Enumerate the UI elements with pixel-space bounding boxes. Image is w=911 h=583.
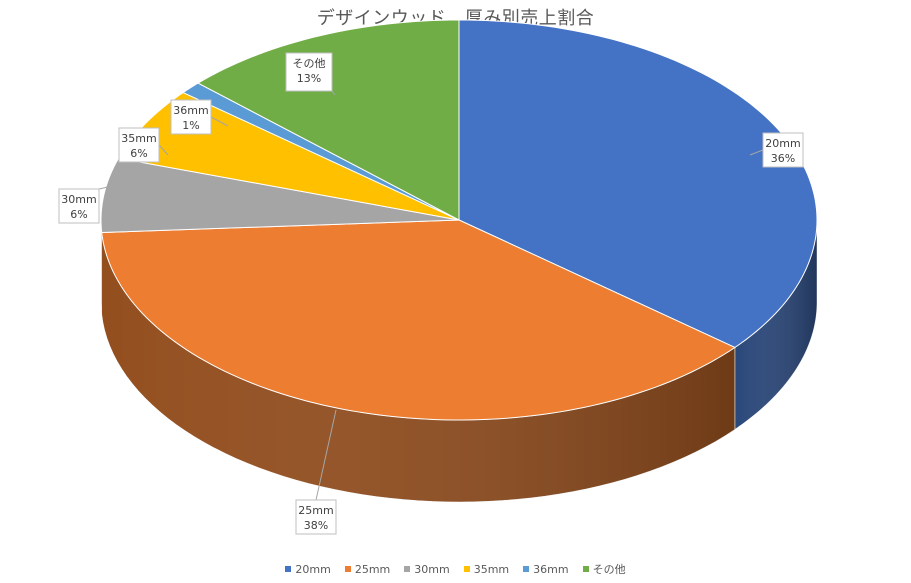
data-label-value-35mm: 6% xyxy=(130,147,147,160)
pie-side-shade-20mm xyxy=(734,220,817,430)
leader-line-36mm xyxy=(210,116,229,127)
data-label-value-その他: 13% xyxy=(297,72,321,85)
leader-line-25mm xyxy=(315,409,337,501)
legend-item-35mm: 35mm xyxy=(463,562,510,576)
pie-side-shade-25mm xyxy=(101,232,735,502)
legend-label-35mm: 35mm xyxy=(473,562,510,576)
leader-line-30mm xyxy=(98,179,141,190)
pie-labels: 20mm 36% 25mm 38% 30mm 6% 35mm 6% 36mm 1% その他 13% xyxy=(58,52,804,535)
legend: 20mm 25mm 30mm 35mm 36mm その他 xyxy=(0,561,911,577)
legend-item-20mm: 20mm xyxy=(285,562,331,576)
leader-line-その他 xyxy=(331,90,336,96)
pie-sides xyxy=(100,219,818,503)
legend-swatch-35mm xyxy=(463,566,470,572)
legend-label-25mm: 25mm xyxy=(354,562,391,576)
data-label-box-35mm xyxy=(118,127,160,163)
data-label-value-20mm: 36% xyxy=(771,152,795,165)
data-label-value-25mm: 38% xyxy=(304,519,328,532)
legend-swatch-その他 xyxy=(582,566,589,572)
legend-item-25mm: 25mm xyxy=(344,562,391,576)
pie-slice-25mm xyxy=(101,219,736,421)
legend-swatch-36mm xyxy=(523,566,530,572)
legend-label-20mm: 20mm xyxy=(295,562,331,576)
data-label-category-36mm: 36mm xyxy=(173,104,208,117)
data-label-value-30mm: 6% xyxy=(70,208,87,221)
data-label-category-35mm: 35mm xyxy=(121,132,156,145)
pie-slice-36mm xyxy=(182,82,460,221)
data-label-category-25mm: 25mm xyxy=(298,504,333,517)
legend-swatch-20mm xyxy=(285,566,292,572)
data-label-box-その他 xyxy=(285,52,333,92)
data-label-box-36mm xyxy=(170,99,212,135)
legend-label-36mm: 36mm xyxy=(533,562,569,576)
data-label-box-20mm xyxy=(762,132,804,168)
legend-item-36mm: 36mm xyxy=(523,562,569,576)
data-label-box-30mm xyxy=(58,188,100,224)
legend-label-30mm: 30mm xyxy=(414,562,450,576)
leader-line-20mm xyxy=(749,149,764,156)
data-label-box-25mm xyxy=(295,499,337,535)
legend-swatch-25mm xyxy=(344,566,351,572)
data-label-category-30mm: 30mm xyxy=(61,193,96,206)
data-label-category-その他: その他 xyxy=(293,57,326,70)
leader-line-35mm xyxy=(158,144,169,156)
legend-label-その他: その他 xyxy=(592,563,626,576)
pie-side-shade-30mm xyxy=(101,220,102,315)
pie-slice-30mm xyxy=(100,157,460,234)
legend-swatch-30mm xyxy=(404,566,411,572)
data-label-category-20mm: 20mm xyxy=(765,137,800,150)
legend-item-その他: その他 xyxy=(582,561,626,577)
data-label-value-36mm: 1% xyxy=(182,119,199,132)
pie-tops xyxy=(100,19,818,421)
legend-item-30mm: 30mm xyxy=(404,562,450,576)
pie-slice-その他 xyxy=(196,19,460,221)
